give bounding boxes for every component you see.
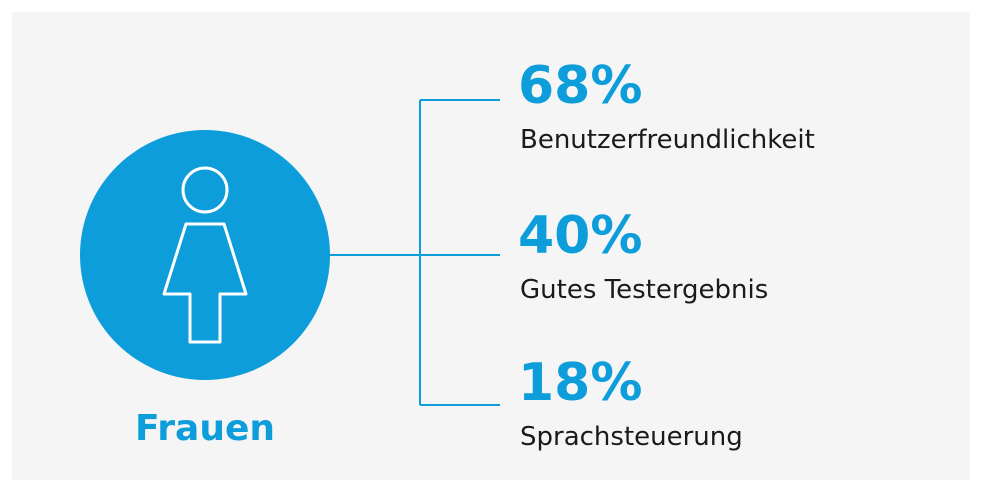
- connector: [330, 99, 500, 406]
- item-label: Sprachsteuerung: [520, 422, 743, 452]
- item-value: 68%: [518, 56, 642, 116]
- items: 68% Benutzerfreundlichkeit 40% Gutes Tester…: [518, 56, 815, 452]
- icon-body: [162, 222, 248, 344]
- woman-icon: [162, 166, 248, 344]
- item-label: Gutes Testergebnis: [520, 275, 768, 305]
- item-value: 18%: [518, 353, 642, 413]
- icon-head: [181, 166, 229, 214]
- item-value: 40%: [518, 206, 642, 266]
- group-circle: [80, 130, 330, 380]
- item-label: Benutzerfreundlichkeit: [520, 125, 815, 155]
- group-label: Frauen: [135, 408, 275, 449]
